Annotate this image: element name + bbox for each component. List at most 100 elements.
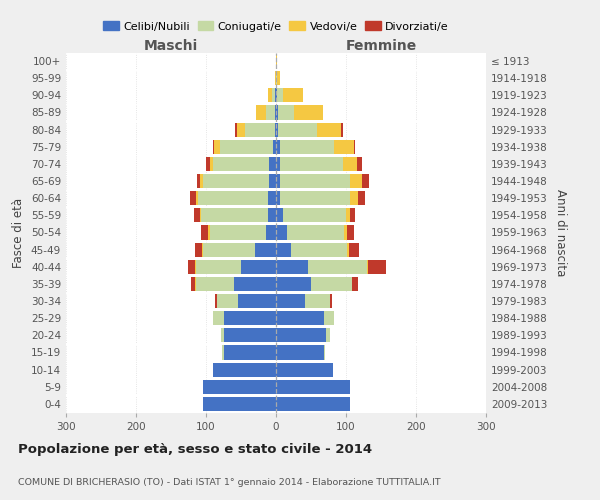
Bar bbox=[368, 260, 386, 274]
Bar bbox=[245, 122, 275, 136]
Bar bbox=[272, 88, 275, 102]
Bar bbox=[276, 157, 280, 171]
Bar bbox=[256, 106, 266, 120]
Bar bbox=[276, 260, 308, 274]
Bar bbox=[201, 226, 208, 239]
Bar bbox=[362, 174, 369, 188]
Bar bbox=[349, 174, 362, 188]
Bar bbox=[220, 140, 272, 154]
Bar bbox=[269, 157, 276, 171]
Bar bbox=[276, 242, 292, 256]
Bar bbox=[308, 260, 367, 274]
Bar bbox=[213, 362, 276, 376]
Bar bbox=[237, 122, 245, 136]
Bar bbox=[266, 106, 275, 120]
Bar bbox=[311, 277, 352, 291]
Bar bbox=[241, 260, 276, 274]
Bar bbox=[349, 242, 359, 256]
Bar bbox=[213, 311, 223, 325]
Bar bbox=[191, 277, 195, 291]
Bar bbox=[206, 157, 209, 171]
Bar bbox=[346, 208, 349, 222]
Bar bbox=[275, 106, 276, 120]
Bar bbox=[203, 242, 255, 256]
Bar bbox=[197, 191, 268, 205]
Bar bbox=[349, 191, 358, 205]
Bar bbox=[276, 122, 278, 136]
Bar bbox=[287, 226, 344, 239]
Bar bbox=[347, 242, 349, 256]
Bar bbox=[234, 277, 276, 291]
Bar bbox=[276, 54, 277, 68]
Bar bbox=[276, 328, 326, 342]
Bar bbox=[238, 294, 276, 308]
Bar bbox=[188, 260, 195, 274]
Bar bbox=[341, 122, 343, 136]
Bar bbox=[305, 294, 330, 308]
Bar bbox=[277, 88, 283, 102]
Bar bbox=[200, 174, 203, 188]
Text: COMUNE DI BRICHERASIO (TO) - Dati ISTAT 1° gennaio 2014 - Elaborazione TUTTITALI: COMUNE DI BRICHERASIO (TO) - Dati ISTAT … bbox=[18, 478, 440, 487]
Bar bbox=[344, 226, 347, 239]
Bar bbox=[276, 277, 311, 291]
Bar bbox=[277, 71, 280, 85]
Bar bbox=[213, 140, 214, 154]
Bar bbox=[209, 226, 265, 239]
Y-axis label: Fasce di età: Fasce di età bbox=[13, 198, 25, 268]
Bar bbox=[276, 346, 323, 360]
Bar bbox=[283, 88, 302, 102]
Bar bbox=[280, 140, 334, 154]
Bar bbox=[275, 71, 276, 85]
Bar bbox=[197, 174, 200, 188]
Bar bbox=[222, 346, 223, 360]
Bar bbox=[276, 380, 349, 394]
Bar bbox=[280, 157, 343, 171]
Bar bbox=[334, 140, 354, 154]
Bar bbox=[223, 328, 276, 342]
Bar bbox=[367, 260, 368, 274]
Bar bbox=[203, 380, 276, 394]
Bar bbox=[208, 226, 209, 239]
Bar bbox=[195, 242, 202, 256]
Bar bbox=[323, 346, 325, 360]
Bar bbox=[196, 260, 241, 274]
Y-axis label: Anni di nascita: Anni di nascita bbox=[554, 189, 567, 276]
Bar bbox=[272, 140, 276, 154]
Bar bbox=[196, 191, 197, 205]
Bar bbox=[276, 71, 277, 85]
Bar bbox=[190, 191, 196, 205]
Bar bbox=[283, 208, 346, 222]
Bar bbox=[276, 88, 277, 102]
Bar bbox=[221, 328, 223, 342]
Bar bbox=[326, 328, 330, 342]
Bar bbox=[202, 242, 203, 256]
Bar bbox=[293, 106, 323, 120]
Bar bbox=[213, 157, 269, 171]
Bar bbox=[235, 122, 237, 136]
Bar bbox=[276, 106, 278, 120]
Bar bbox=[292, 242, 347, 256]
Bar bbox=[268, 191, 276, 205]
Bar bbox=[347, 226, 354, 239]
Bar bbox=[343, 157, 356, 171]
Bar bbox=[323, 311, 334, 325]
Bar bbox=[255, 242, 276, 256]
Bar bbox=[354, 140, 355, 154]
Bar bbox=[276, 174, 280, 188]
Bar bbox=[276, 294, 305, 308]
Bar bbox=[352, 277, 358, 291]
Bar bbox=[268, 208, 276, 222]
Text: Popolazione per età, sesso e stato civile - 2014: Popolazione per età, sesso e stato civil… bbox=[18, 442, 372, 456]
Bar bbox=[194, 208, 200, 222]
Bar bbox=[276, 140, 280, 154]
Bar bbox=[276, 208, 283, 222]
Bar bbox=[269, 174, 276, 188]
Bar bbox=[275, 122, 276, 136]
Bar bbox=[276, 397, 349, 411]
Bar bbox=[203, 174, 269, 188]
Bar bbox=[201, 208, 268, 222]
Bar bbox=[196, 277, 234, 291]
Bar bbox=[203, 397, 276, 411]
Bar bbox=[209, 157, 213, 171]
Bar bbox=[223, 346, 276, 360]
